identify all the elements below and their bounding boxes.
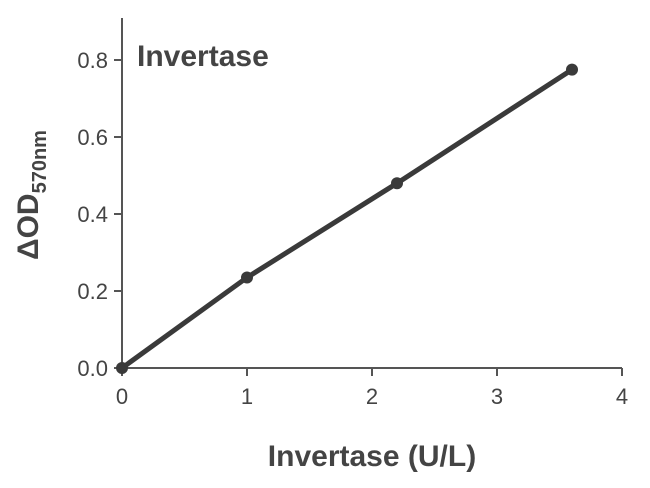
y-axis-label: ΔOD570nm	[12, 130, 51, 260]
data-point	[566, 63, 578, 76]
data-point	[241, 271, 253, 284]
svg-text:ΔOD570nm: ΔOD570nm	[12, 130, 51, 260]
y-axis-ticks: 0.0 0.2 0.4 0.6 0.8	[77, 48, 122, 381]
x-tick-label: 1	[241, 384, 253, 409]
x-axis-label: Invertase (U/L)	[268, 440, 476, 473]
data-point	[116, 362, 128, 374]
chart-title: Invertase	[137, 40, 269, 73]
y-axis-label-main: ΔOD	[12, 193, 45, 260]
series-layer	[116, 63, 578, 374]
y-tick-label: 0.8	[77, 48, 108, 73]
data-point	[391, 177, 403, 190]
x-tick-label: 4	[616, 384, 628, 409]
x-tick-label: 2	[366, 384, 378, 409]
y-axis-label-sub: 570nm	[29, 130, 51, 193]
y-tick-label: 0.6	[77, 125, 108, 150]
x-axis-ticks: 0 1 2 3 4	[116, 368, 628, 409]
y-tick-label: 0.0	[77, 356, 108, 381]
y-tick-label: 0.2	[77, 279, 108, 304]
x-tick-label: 3	[491, 384, 503, 409]
x-tick-label: 0	[116, 384, 128, 409]
series-line	[119, 67, 575, 371]
y-tick-label: 0.4	[77, 202, 108, 227]
